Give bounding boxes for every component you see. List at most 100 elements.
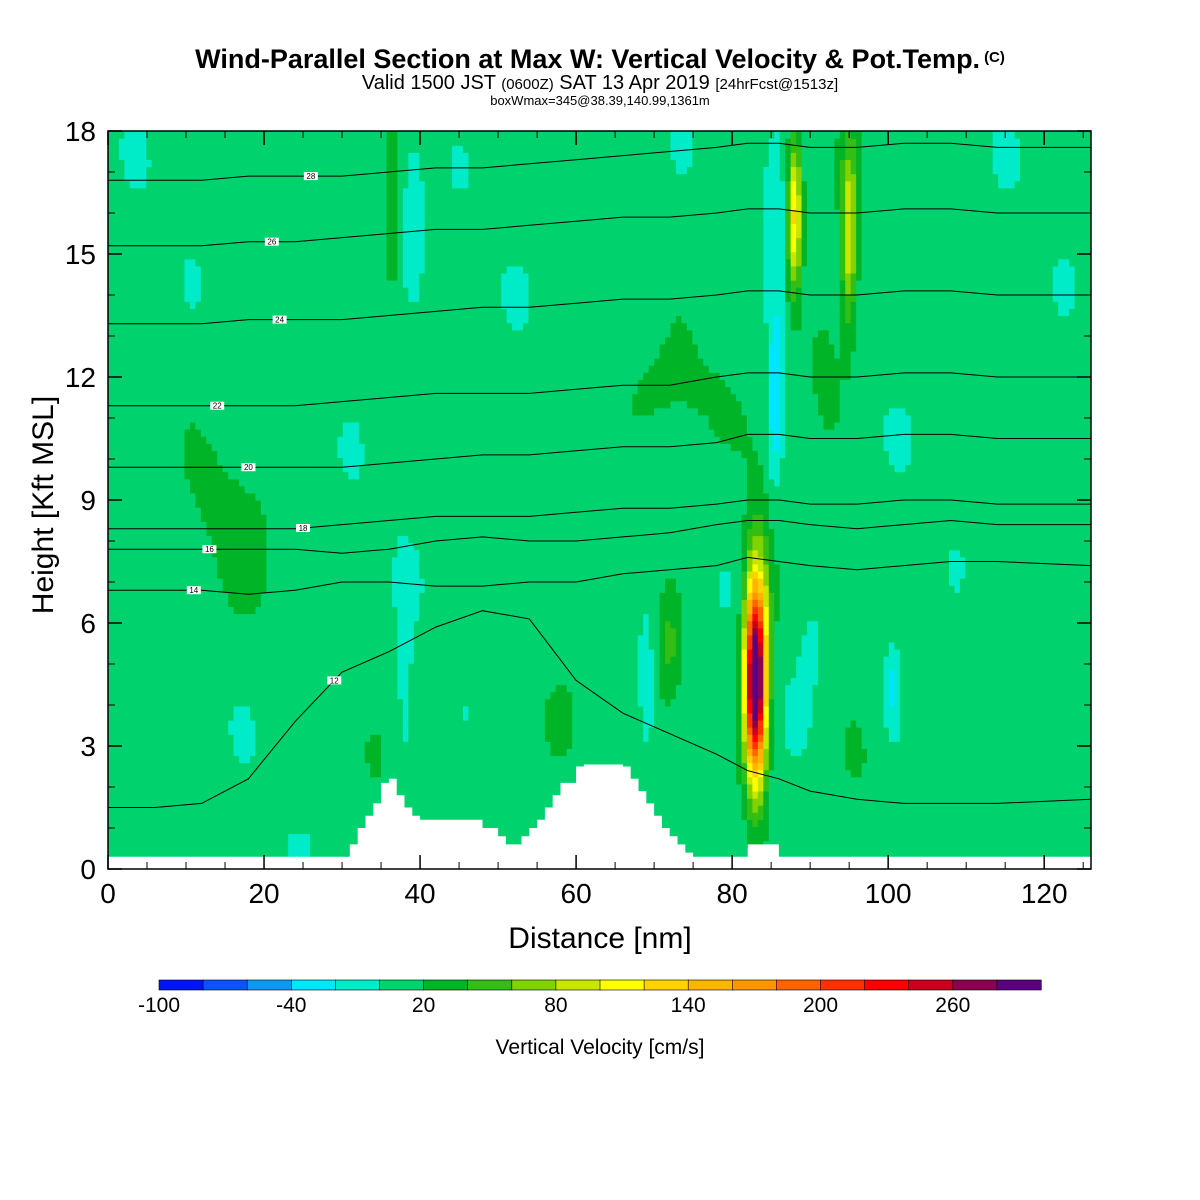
velocity-cell [113,457,120,466]
velocity-cell [200,748,207,757]
velocity-cell [222,613,229,622]
velocity-cell [244,819,251,828]
velocity-cell [206,840,213,849]
velocity-cell [342,379,349,388]
velocity-cell [288,613,295,622]
velocity-cell [124,783,131,792]
velocity-cell [222,812,229,820]
velocity-cell [244,592,251,600]
velocity-cell [310,840,317,849]
velocity-cell [348,138,355,146]
velocity-cell [189,429,196,437]
velocity-cell [337,379,344,388]
velocity-cell [244,748,251,757]
velocity-cell [249,684,257,693]
velocity-cell [260,450,267,459]
velocity-cell [271,705,278,714]
velocity-cell [310,847,317,856]
velocity-cell [140,500,147,508]
velocity-cell [239,471,246,480]
velocity-cell [151,237,158,246]
velocity-cell [206,826,213,835]
velocity-cell [249,258,257,267]
velocity-cell [359,223,366,231]
velocity-cell [189,805,196,813]
velocity-cell [239,542,246,551]
velocity-cell [200,528,207,537]
velocity-cell [282,287,289,295]
velocity-cell [129,485,136,494]
velocity-cell [260,287,267,295]
velocity-cell [353,485,360,494]
velocity-cell [113,556,120,565]
velocity-cell [310,478,317,487]
velocity-cell [288,272,295,281]
velocity-cell [189,833,196,842]
velocity-cell [195,301,202,310]
velocity-cell [293,159,300,168]
velocity-cell [244,500,251,508]
velocity-cell [206,358,213,366]
velocity-cell [228,507,235,515]
velocity-cell [304,684,311,693]
velocity-cell [244,450,251,459]
velocity-cell [135,585,142,593]
velocity-cell [233,705,240,714]
velocity-cell [162,748,169,757]
velocity-cell [146,145,153,153]
velocity-cell [364,464,371,473]
velocity-cell [288,258,295,267]
velocity-cell [288,180,295,189]
velocity-cell [310,719,317,728]
velocity-cell [239,414,246,423]
velocity-cell [260,670,267,679]
velocity-cell [162,691,169,700]
velocity-cell [206,443,213,451]
velocity-cell [178,812,186,820]
velocity-cell [184,159,191,168]
velocity-cell [157,691,164,700]
velocity-cell [211,783,218,792]
velocity-cell [228,592,235,600]
velocity-cell [364,698,371,707]
velocity-cell [162,145,169,153]
velocity-cell [195,478,202,487]
velocity-cell [168,755,175,764]
velocity-cell [151,663,158,671]
velocity-cell [260,201,267,210]
velocity-cell [359,173,366,182]
velocity-cell [239,166,246,175]
velocity-cell [118,762,125,771]
velocity-cell [364,478,371,487]
velocity-cell [124,549,131,558]
velocity-cell [249,450,257,459]
velocity-cell [348,223,355,231]
velocity-cell [277,329,284,338]
velocity-cell [271,258,278,267]
velocity-cell [146,840,153,849]
velocity-cell [173,429,180,437]
velocity-cell [195,755,202,764]
velocity-cell [157,343,164,352]
velocity-cell [206,372,213,380]
velocity-cell [140,798,147,806]
velocity-cell [228,216,235,224]
velocity-cell [157,727,164,735]
velocity-cell [146,287,153,295]
velocity-cell [342,663,349,671]
velocity-cell [342,131,349,139]
velocity-cell [364,492,371,501]
velocity-cell [118,159,125,168]
velocity-cell [178,727,186,735]
velocity-cell [353,237,360,246]
velocity-cell [266,407,273,416]
velocity-cell [200,464,207,473]
velocity-cell [222,691,229,700]
velocity-cell [359,790,366,799]
velocity-cell [217,223,224,231]
velocity-cell [200,656,207,664]
velocity-cell [108,833,115,842]
velocity-cell [189,280,196,288]
velocity-cell [364,209,371,217]
velocity-cell [129,790,136,799]
